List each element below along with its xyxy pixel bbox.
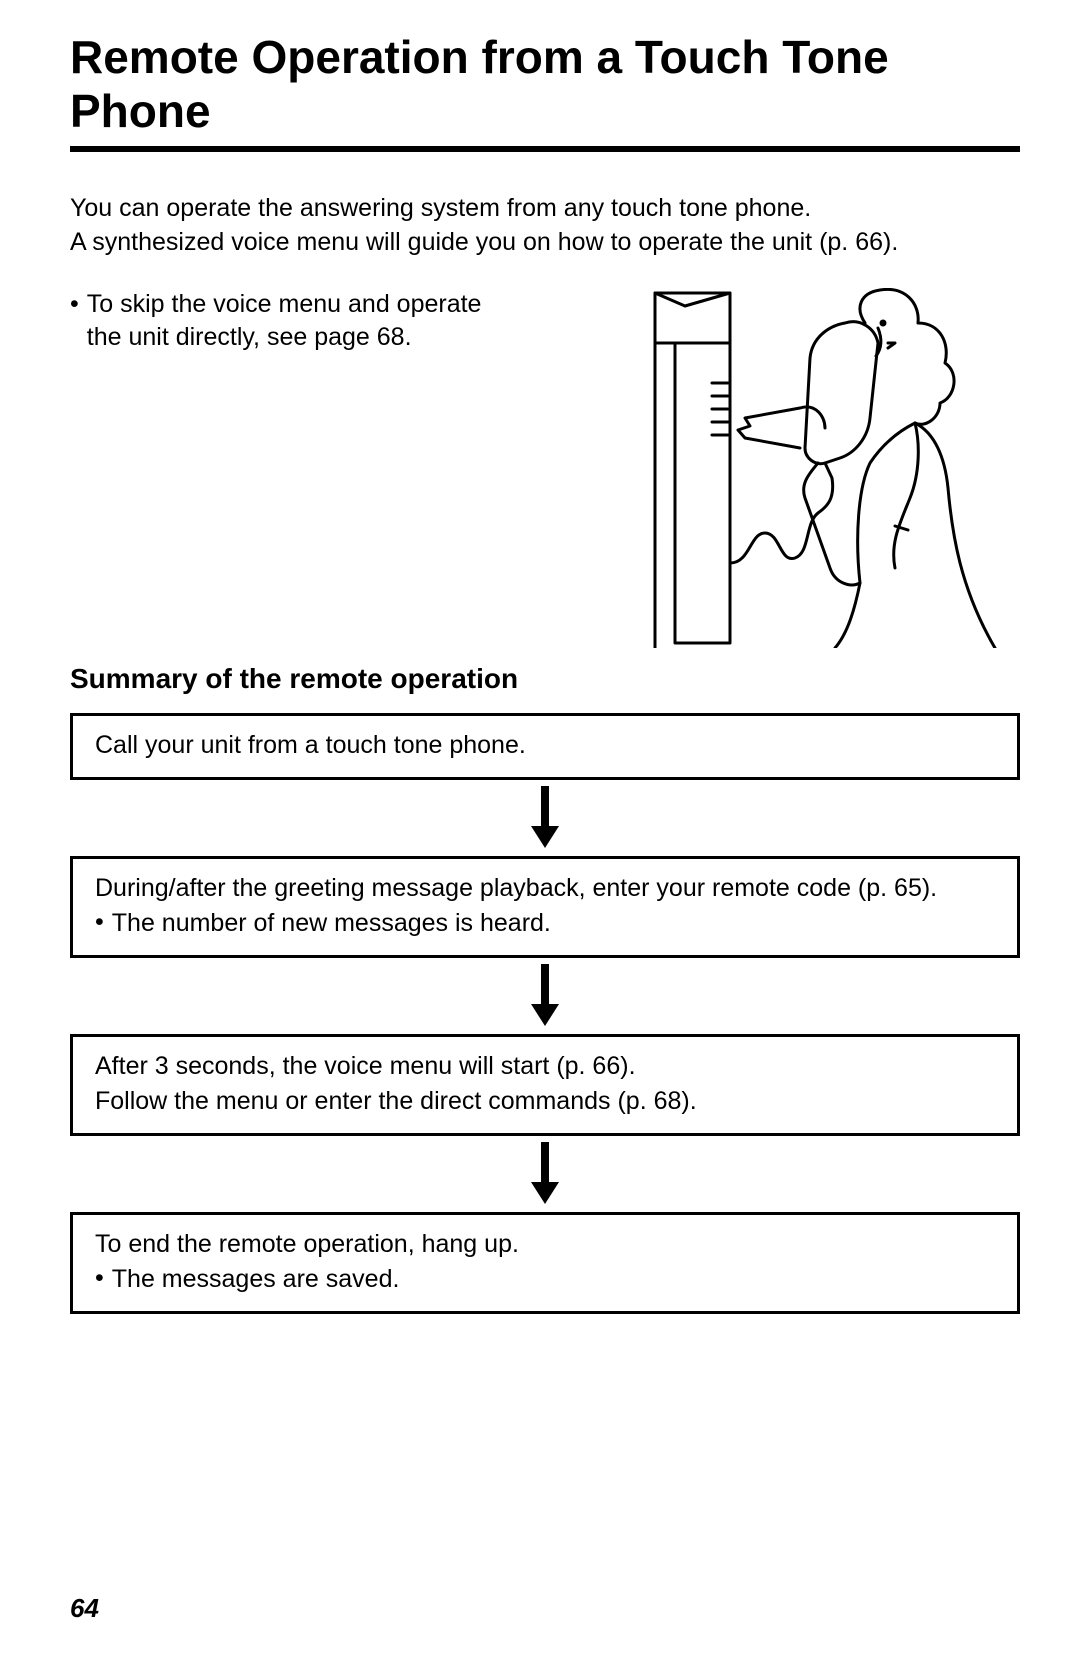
- step-1-line-1: Call your unit from a touch tone phone.: [95, 728, 995, 763]
- flow-arrow-3: [70, 1136, 1020, 1212]
- step-4-bullet: • The messages are saved.: [95, 1262, 995, 1297]
- flow-arrow-1: [70, 780, 1020, 856]
- intro-paragraph: You can operate the answering system fro…: [70, 192, 1020, 260]
- flow-step-4: To end the remote operation, hang up. • …: [70, 1212, 1020, 1314]
- step-3-line-1: After 3 seconds, the voice menu will sta…: [95, 1049, 995, 1084]
- top-bullet-line-1: To skip the voice menu and operate: [87, 290, 482, 318]
- step-2-line-1: During/after the greeting message playba…: [95, 871, 995, 906]
- step-4-bullet-text: The messages are saved.: [112, 1262, 400, 1297]
- flow-step-3: After 3 seconds, the voice menu will sta…: [70, 1034, 1020, 1136]
- step-2-bullet-text: The number of new messages is heard.: [112, 906, 551, 941]
- step-4-line-1: To end the remote operation, hang up.: [95, 1227, 995, 1262]
- down-arrow-icon: [528, 964, 562, 1028]
- top-bullet-row: • To skip the voice menu and operate the…: [70, 288, 1020, 653]
- top-bullet-text: To skip the voice menu and operate the u…: [87, 288, 482, 356]
- step-3-line-2: Follow the menu or enter the direct comm…: [95, 1084, 995, 1119]
- document-page: Remote Operation from a Touch Tone Phone…: [0, 0, 1080, 1669]
- bullet-dot-icon: •: [95, 906, 104, 940]
- down-arrow-icon: [528, 1142, 562, 1206]
- bullet-dot-icon: •: [70, 288, 79, 322]
- payphone-drawing-icon: [600, 288, 1020, 648]
- bullet-dot-icon: •: [95, 1262, 104, 1296]
- top-bullet: • To skip the voice menu and operate the…: [70, 288, 510, 356]
- flow-arrow-2: [70, 958, 1020, 1034]
- title-underline: [70, 146, 1020, 152]
- step-2-bullet: • The number of new messages is heard.: [95, 906, 995, 941]
- page-number: 64: [70, 1593, 99, 1624]
- down-arrow-icon: [528, 786, 562, 850]
- flow-step-1: Call your unit from a touch tone phone.: [70, 713, 1020, 780]
- intro-line-1: You can operate the answering system fro…: [70, 192, 1020, 226]
- top-bullet-line-2: the unit directly, see page 68.: [87, 323, 412, 351]
- flow-step-2: During/after the greeting message playba…: [70, 856, 1020, 958]
- page-title: Remote Operation from a Touch Tone Phone: [70, 30, 1020, 146]
- summary-heading: Summary of the remote operation: [70, 663, 1020, 695]
- intro-line-2: A synthesized voice menu will guide you …: [70, 226, 1020, 260]
- flowchart: Call your unit from a touch tone phone. …: [70, 713, 1020, 1314]
- payphone-illustration: [530, 288, 1020, 653]
